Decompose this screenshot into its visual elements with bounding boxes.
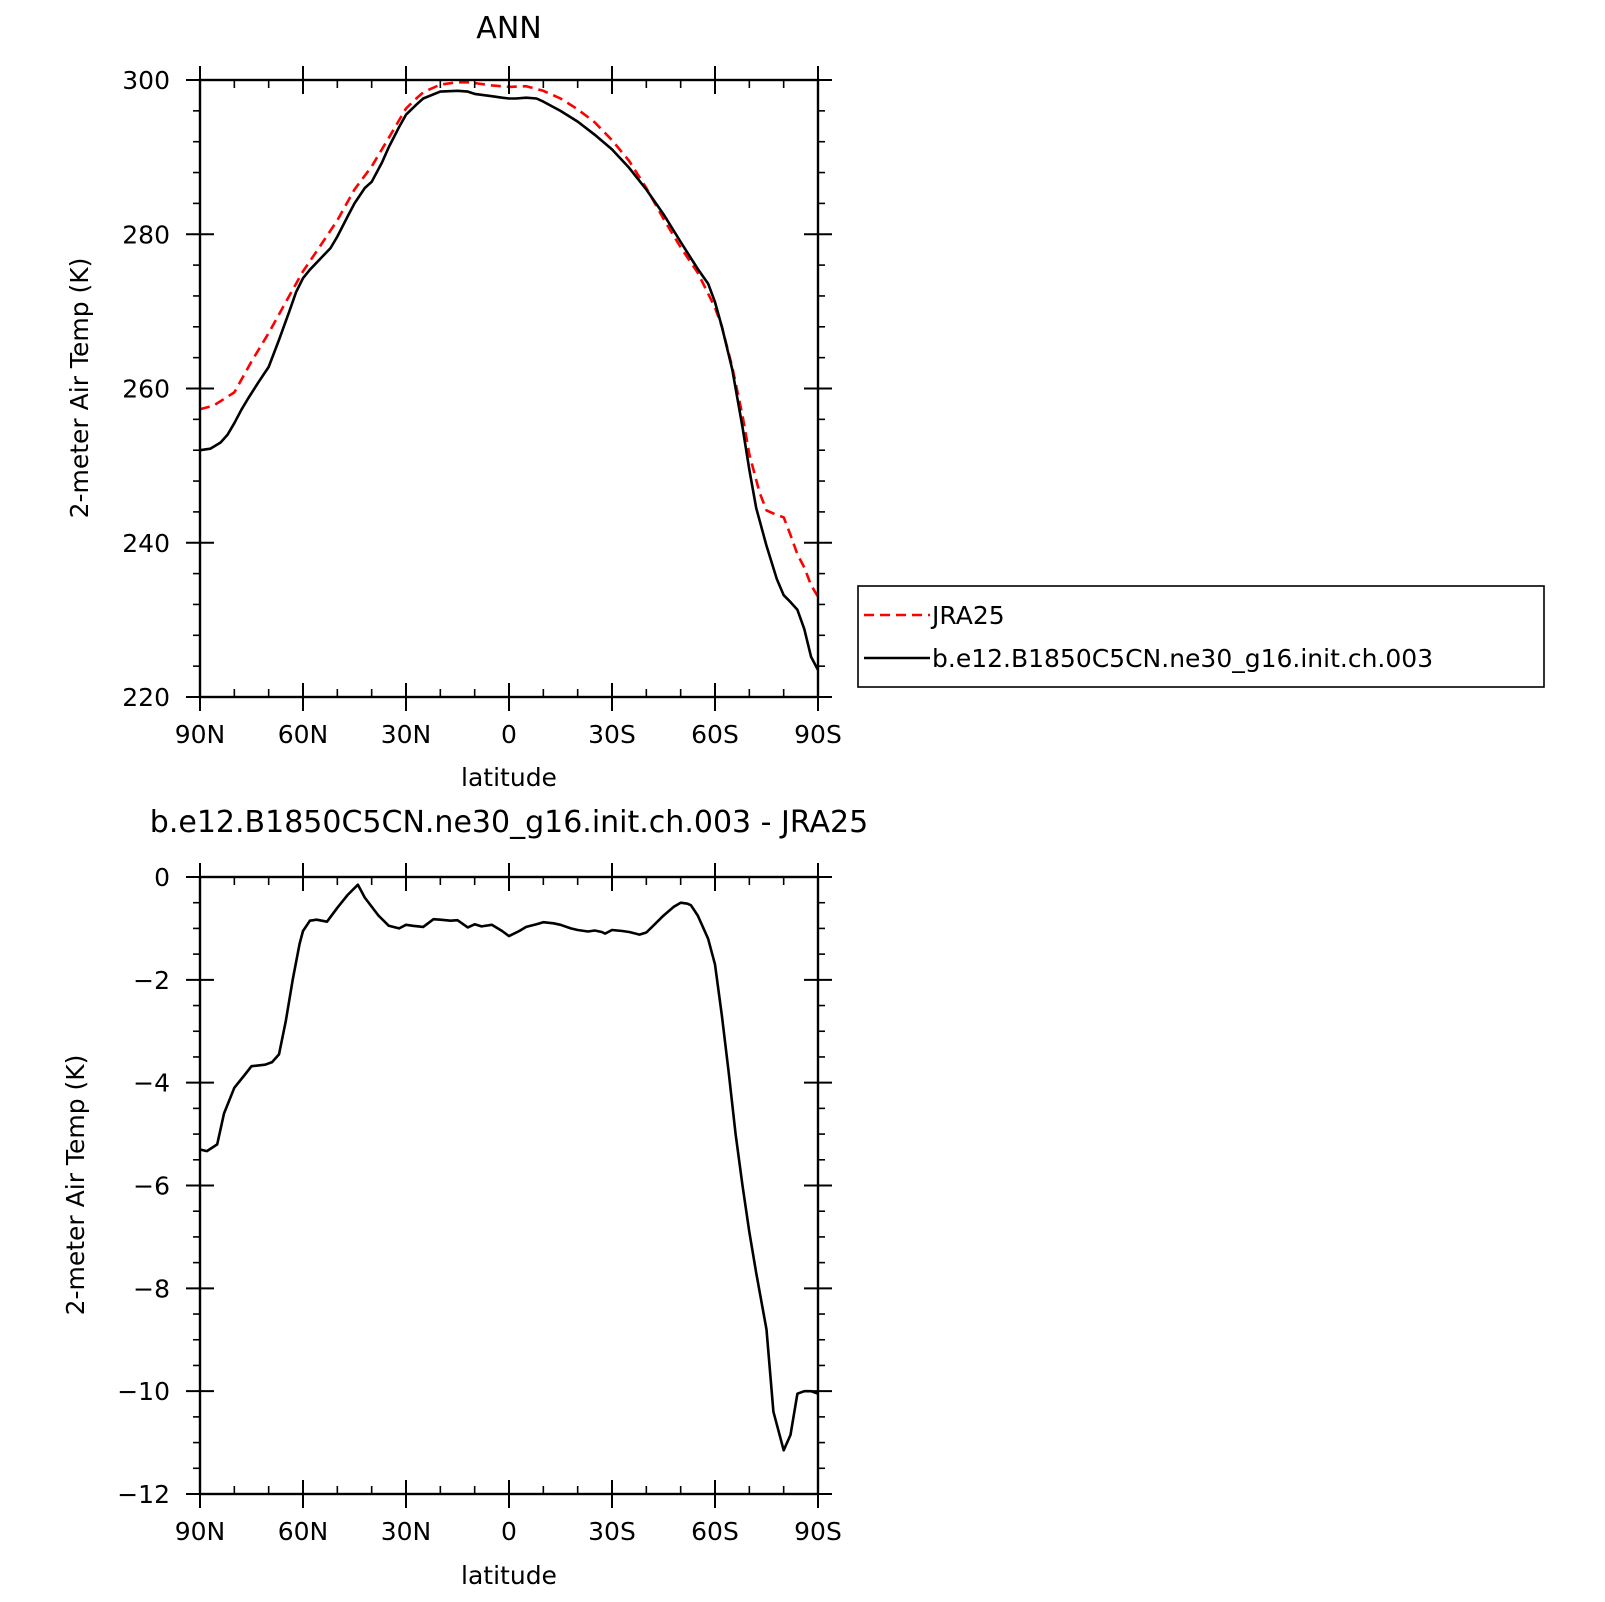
top-chart-ticks: 90N 60N 30N 0 30S 60S 90S 300 280 260 240 220 — [122, 66, 842, 749]
bottom-x-tick-label: 90N — [175, 1517, 226, 1546]
top-series-line-1 — [199, 89, 820, 671]
top-plot-frame — [198, 78, 820, 699]
top-y-tick-label: 280 — [122, 220, 170, 249]
top-chart-marks — [199, 81, 820, 671]
top-x-tick-label: 30N — [381, 720, 432, 749]
bottom-x-tick-label: 60S — [691, 1517, 739, 1546]
top-x-tick-label: 0 — [501, 720, 517, 749]
top-y-tick-label: 260 — [122, 375, 170, 404]
top-x-tick-label: 90N — [175, 720, 226, 749]
bottom-x-axis-label: latitude — [461, 1561, 557, 1590]
top-x-tick-label: 60S — [691, 720, 739, 749]
top-chart-panel: ANN 90N 60N 30N 0 30S 60S 90S 300 280 260 240 220 l… — [65, 11, 842, 792]
top-y-tick-label: 300 — [122, 66, 170, 95]
legend-label-jra25: JRA25 — [930, 601, 1005, 630]
bottom-x-tick-label: 60N — [278, 1517, 329, 1546]
top-y-axis-label: 2-meter Air Temp (K) — [65, 258, 94, 519]
bottom-x-tick-label: 0 — [501, 1517, 517, 1546]
top-x-tick-label: 30S — [588, 720, 636, 749]
legend-box — [857, 585, 1545, 688]
bottom-y-tick-label: −4 — [133, 1069, 170, 1098]
top-y-tick-label: 220 — [122, 683, 170, 712]
legend: JRA25 b.e12.B1850C5CN.ne30_g16.init.ch.0… — [857, 585, 1545, 688]
bottom-chart-marks — [199, 883, 819, 1452]
bottom-y-tick-label: −2 — [133, 966, 170, 995]
bottom-y-tick-label: −12 — [117, 1480, 170, 1509]
bottom-y-tick-label: −6 — [133, 1172, 170, 1201]
bottom-series-line-0 — [199, 883, 819, 1452]
bottom-y-tick-label: 0 — [154, 863, 170, 892]
top-x-tick-label: 90S — [794, 720, 842, 749]
top-y-tick-label: 240 — [122, 529, 170, 558]
bottom-y-tick-label: −8 — [133, 1274, 170, 1303]
bottom-x-tick-label: 30N — [381, 1517, 432, 1546]
bottom-plot-frame — [198, 875, 820, 1496]
bottom-x-tick-label: 90S — [794, 1517, 842, 1546]
top-x-tick-label: 60N — [278, 720, 329, 749]
bottom-y-axis-label: 2-meter Air Temp (K) — [61, 1055, 90, 1316]
bottom-chart-title: b.e12.B1850C5CN.ne30_g16.init.ch.003 - J… — [150, 805, 868, 840]
legend-label-model: b.e12.B1850C5CN.ne30_g16.init.ch.003 — [932, 644, 1433, 673]
top-series-line-0 — [199, 81, 820, 598]
bottom-chart-panel: b.e12.B1850C5CN.ne30_g16.init.ch.003 - J… — [61, 805, 868, 1590]
top-x-axis-label: latitude — [461, 763, 557, 792]
bottom-x-tick-label: 30S — [588, 1517, 636, 1546]
top-chart-title: ANN — [476, 11, 541, 46]
bottom-chart-ticks: 90N 60N 30N 0 30S 60S 90S 0 −2 −4 −6 −8 −10 −12 — [117, 863, 842, 1546]
bottom-y-tick-label: −10 — [117, 1377, 170, 1406]
